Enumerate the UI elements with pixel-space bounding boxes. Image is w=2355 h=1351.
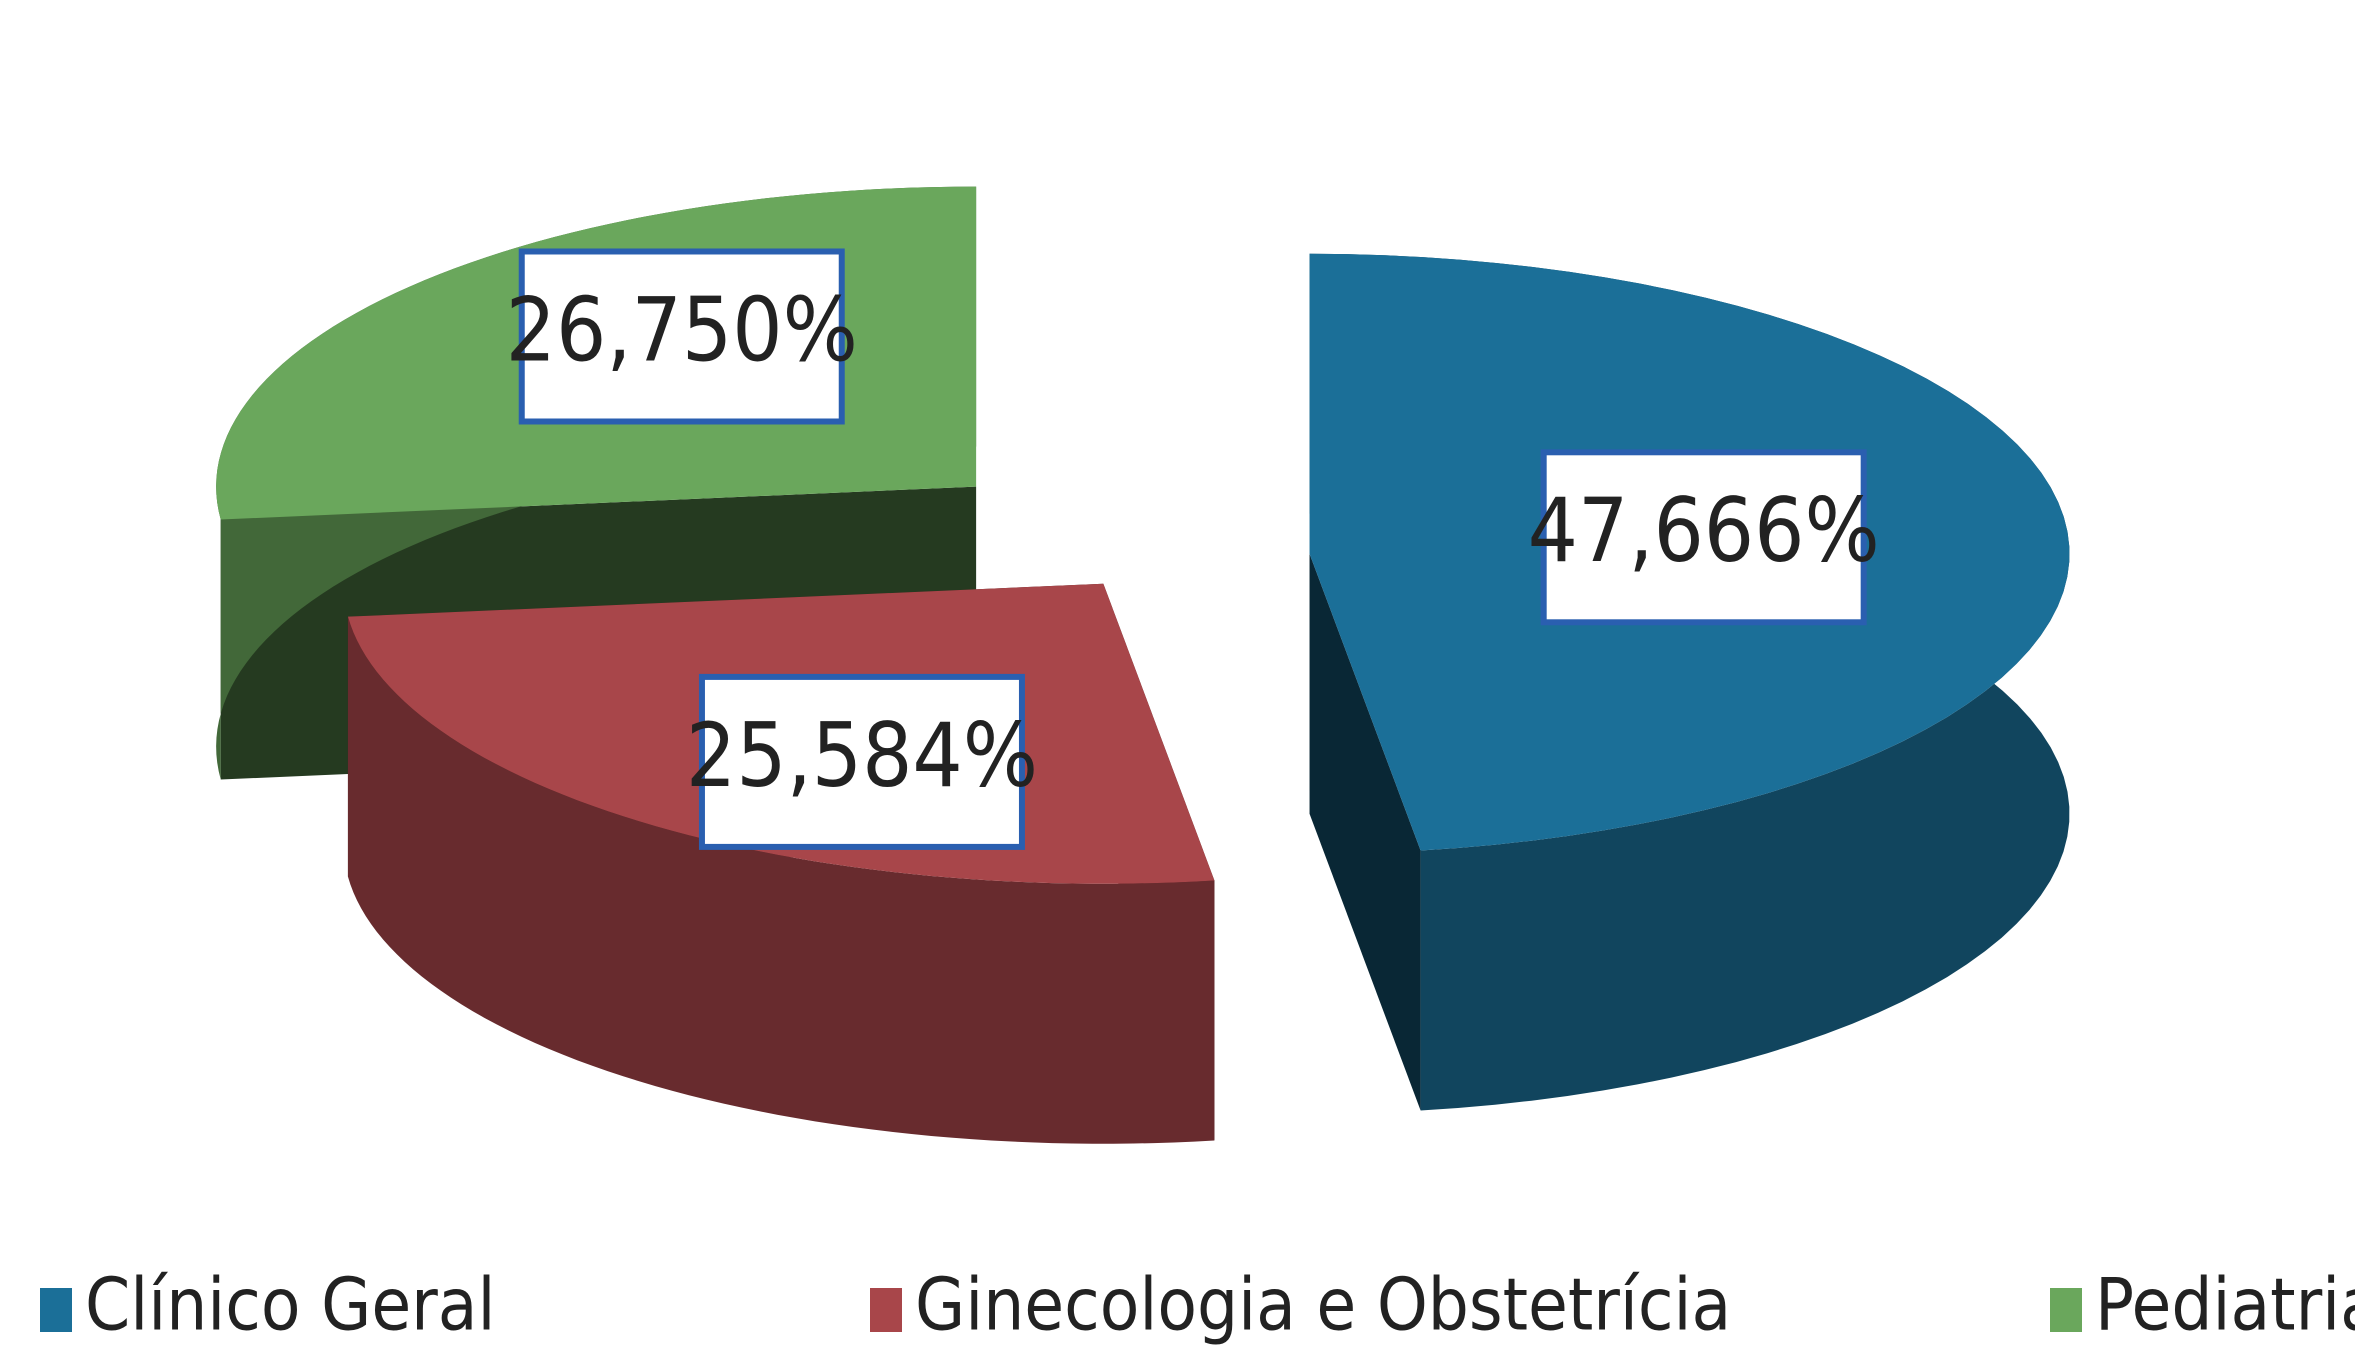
label-box <box>698 673 1025 850</box>
label-box <box>1540 449 1867 626</box>
legend-label: Pediatria <box>2095 1263 2355 1347</box>
slice <box>347 583 1215 1144</box>
legend-label: Clínico Geral <box>85 1263 495 1347</box>
slice-side <box>1309 553 1421 1111</box>
slice <box>1309 253 2070 1111</box>
label-text: 26,750% <box>506 278 858 381</box>
legend-label: Ginecologia e Obstetrícia <box>915 1263 1731 1347</box>
label-text: 25,584% <box>686 704 1038 807</box>
legend-swatch <box>870 1288 902 1332</box>
label-box <box>518 248 845 425</box>
data-label: 26,750% <box>506 248 858 425</box>
data-label: 25,584% <box>686 673 1038 850</box>
slice-wall <box>347 616 1215 1144</box>
legend-swatch <box>40 1288 72 1332</box>
data-label: 47,666% <box>1528 449 1880 626</box>
legend-swatch <box>2050 1288 2082 1332</box>
label-text: 47,666% <box>1528 479 1880 582</box>
